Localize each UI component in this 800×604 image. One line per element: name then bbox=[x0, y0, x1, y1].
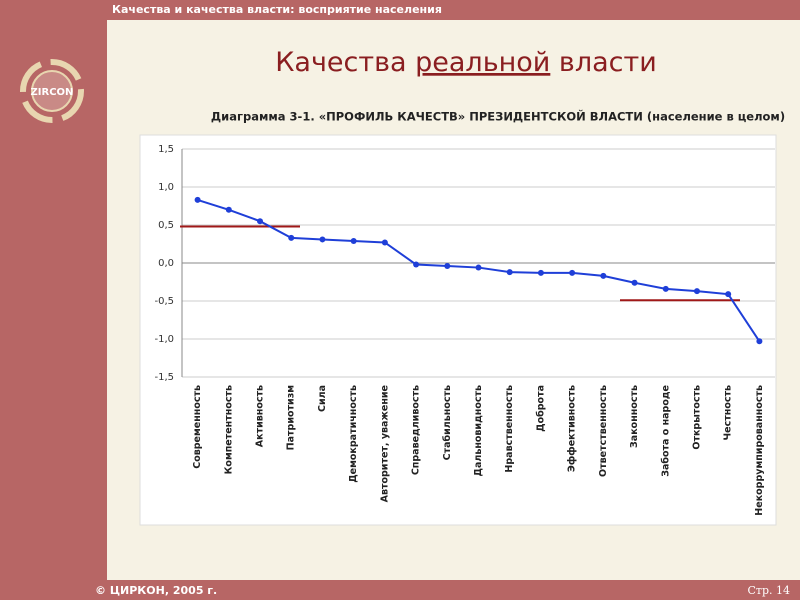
data-point bbox=[319, 236, 326, 243]
x-tick-label: Авторитет, уважение bbox=[379, 385, 390, 502]
x-tick-label: Справедливость bbox=[411, 385, 422, 475]
plot: -1,5 -1,0 -0,5 0,0 0,5 1,0 1,5 Современность Ком… bbox=[154, 144, 775, 516]
data-point bbox=[693, 288, 700, 295]
title-part: Качества bbox=[275, 47, 406, 78]
data-point bbox=[444, 263, 451, 270]
data-point bbox=[631, 279, 638, 286]
data-point bbox=[381, 239, 388, 246]
data-point bbox=[288, 234, 295, 241]
x-tick-label: Сила bbox=[317, 385, 328, 412]
chart-title: Диаграмма 3-1. «ПРОФИЛЬ КАЧЕСТВ» ПРЕЗИДЕ… bbox=[211, 109, 785, 124]
data-point bbox=[225, 206, 232, 213]
logo: ZIRCON bbox=[20, 59, 84, 123]
y-tick-label: -1,0 bbox=[154, 334, 174, 345]
x-tick-label: Нравственность bbox=[504, 385, 515, 473]
x-tick-label: Ответственность bbox=[598, 385, 609, 477]
data-point bbox=[194, 196, 201, 203]
header-bar bbox=[0, 0, 800, 20]
logo-text: ZIRCON bbox=[31, 87, 74, 98]
data-point bbox=[475, 264, 482, 271]
y-tick-label: -1,5 bbox=[154, 372, 174, 383]
y-tick-label: -0,5 bbox=[154, 296, 174, 307]
title-part: власти bbox=[559, 47, 657, 78]
x-tick-label: Компетентность bbox=[223, 385, 234, 474]
data-point bbox=[600, 272, 607, 279]
title-part: реальной bbox=[415, 47, 550, 78]
page-number: Стр. 14 bbox=[747, 584, 790, 597]
x-tick-label: Законность bbox=[629, 385, 640, 448]
data-point bbox=[350, 237, 357, 244]
data-point bbox=[756, 338, 763, 345]
chart-panel bbox=[139, 134, 777, 526]
x-tick-label: Дальновидность bbox=[473, 385, 484, 477]
logo-ring bbox=[20, 59, 84, 123]
data-point bbox=[257, 218, 264, 225]
x-tick-label: Открытость bbox=[691, 385, 702, 450]
y-tick-label: 1,0 bbox=[158, 182, 174, 193]
x-tick-label: Забота о народе bbox=[660, 385, 671, 477]
data-point bbox=[506, 269, 513, 276]
x-tick-label: Современность bbox=[192, 385, 203, 469]
y-tick-label: 1,5 bbox=[158, 144, 174, 155]
data-point bbox=[725, 291, 732, 298]
data-point bbox=[662, 285, 669, 292]
x-tick-label: Стабильность bbox=[442, 385, 453, 460]
x-tick-label: Демократичность bbox=[348, 385, 359, 483]
footer-bar bbox=[0, 580, 800, 600]
x-tick-label: Некоррумпированность bbox=[754, 385, 765, 516]
footer-text: © ЦИРКОН, 2005 г. bbox=[95, 584, 217, 597]
x-tick-label: Патриотизм bbox=[286, 385, 297, 450]
data-point bbox=[537, 269, 544, 276]
y-tick-label: 0,0 bbox=[158, 258, 174, 269]
data-point bbox=[413, 261, 420, 268]
x-tick-label: Честность bbox=[723, 385, 734, 441]
slide-title: Качества реальной власти bbox=[275, 47, 657, 78]
y-tick-label: 0,5 bbox=[158, 220, 174, 231]
header-text: Качества и качества власти: восприятие н… bbox=[112, 3, 442, 16]
data-point bbox=[569, 269, 576, 276]
x-tick-label: Доброта bbox=[535, 385, 546, 432]
logo-disc bbox=[31, 70, 73, 112]
x-tick-label: Активность bbox=[255, 385, 266, 447]
x-tick-label: Эффективность bbox=[567, 385, 578, 472]
